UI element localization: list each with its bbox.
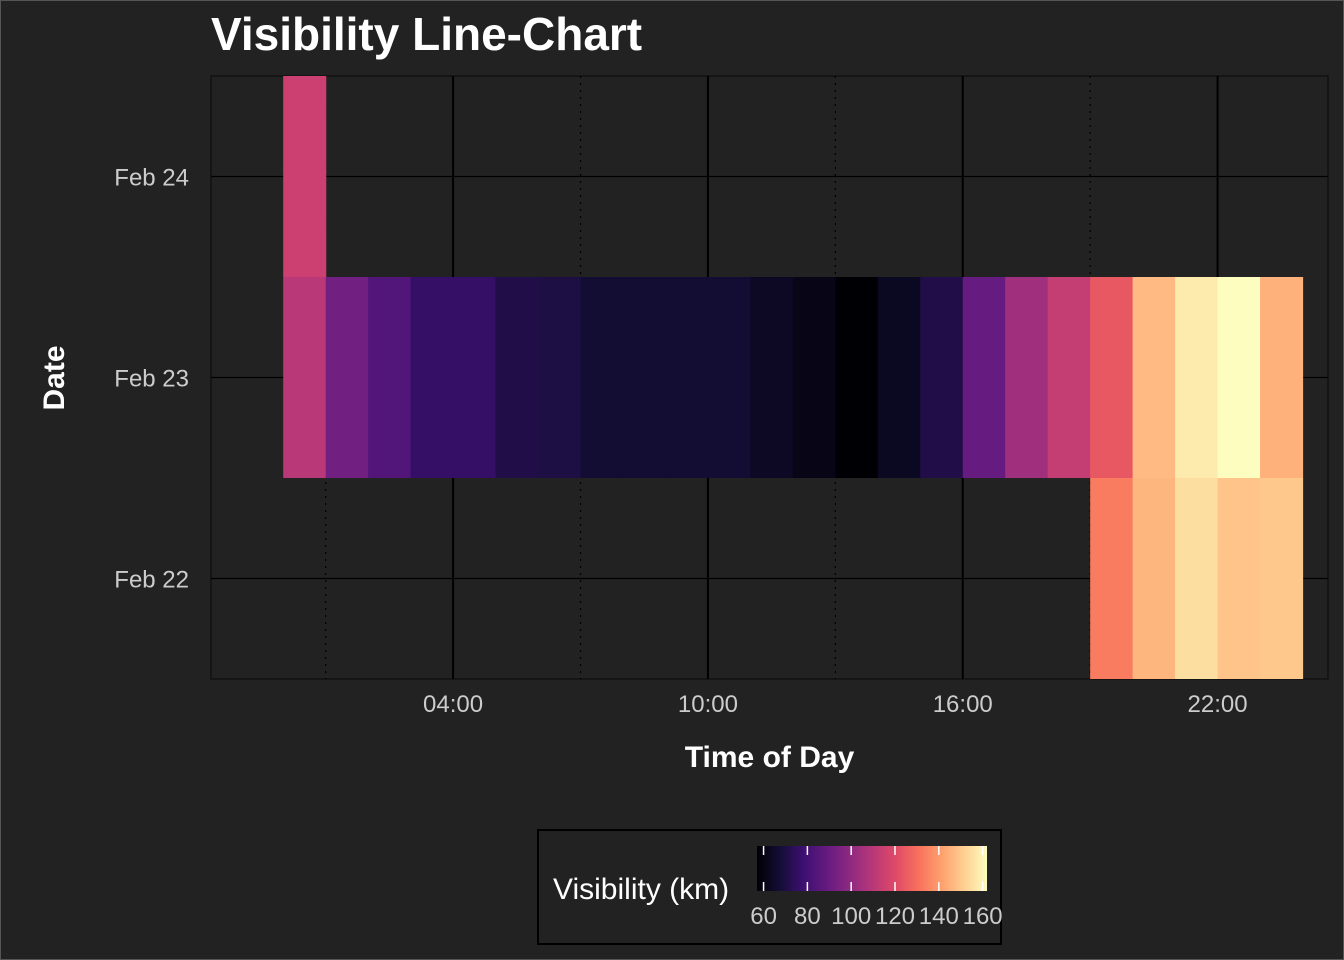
- heatmap-cell: [962, 277, 1006, 478]
- heatmap-cell: [325, 277, 369, 478]
- x-tick-label: 16:00: [933, 691, 993, 718]
- heatmap-cell: [410, 277, 454, 478]
- legend-title: Visibility (km): [553, 873, 729, 906]
- heatmap-cell: [1005, 277, 1049, 478]
- colorbar-ticks: 60 80 100 120 140 160: [750, 846, 1003, 930]
- heatmap-cell: [538, 277, 582, 478]
- heatmap-cell: [1090, 277, 1134, 478]
- heatmap-cell: [1090, 478, 1134, 679]
- heatmap-cell: [1260, 277, 1304, 478]
- heatmap-cell: [1175, 478, 1219, 679]
- colorbar-tick-label: 60: [750, 903, 777, 930]
- colorbar-tick-label: 80: [794, 903, 821, 930]
- chart-title: Visibility Line-Chart: [211, 8, 642, 60]
- heatmap-cell: [750, 277, 794, 478]
- heatmap-cell: [707, 277, 751, 478]
- heatmap-cell: [920, 277, 964, 478]
- x-axis-label: Time of Day: [685, 741, 855, 774]
- plot-panel: [210, 75, 1329, 680]
- heatmap-cell: [1132, 277, 1176, 478]
- heatmap-cell: [877, 277, 921, 478]
- y-axis-label: Date: [38, 345, 71, 410]
- heatmap-cell: [283, 76, 327, 277]
- colorbar-legend: Visibility (km) 60 80 100 120 140 160: [537, 829, 1003, 945]
- colorbar-tick-label: 140: [919, 903, 959, 930]
- x-axis-tick-labels: 04:00 10:00 16:00 22:00: [423, 691, 1248, 718]
- y-tick-label: Feb 22: [114, 567, 189, 594]
- x-tick-label: 10:00: [678, 691, 738, 718]
- heatmap-cell: [1175, 277, 1219, 478]
- heatmap-cell: [1132, 478, 1176, 679]
- heatmap-cell: [580, 277, 624, 478]
- heatmap-cell: [622, 277, 667, 478]
- colorbar-tick-label: 100: [831, 903, 871, 930]
- y-axis-tick-labels: Feb 22 Feb 23 Feb 24: [114, 165, 189, 594]
- heatmap-cells: [283, 76, 1304, 679]
- heatmap-cell: [1047, 277, 1091, 478]
- x-tick-label: 22:00: [1188, 691, 1248, 718]
- heatmap-cell: [283, 277, 327, 478]
- heatmap-cell: [1260, 478, 1304, 679]
- heatmap-cell: [495, 277, 539, 478]
- x-tick-label: 04:00: [423, 691, 483, 718]
- heatmap-cell: [1217, 478, 1261, 679]
- heatmap-cell: [1217, 277, 1261, 478]
- colorbar: [757, 846, 987, 891]
- y-tick-label: Feb 23: [114, 366, 189, 393]
- heatmap-cell: [792, 277, 836, 478]
- heatmap-cell: [835, 277, 879, 478]
- colorbar-tick-label: 120: [875, 903, 915, 930]
- y-tick-label: Feb 24: [114, 165, 189, 192]
- heatmap-cell: [453, 277, 497, 478]
- colorbar-tick-label: 160: [963, 903, 1003, 930]
- heatmap-cell: [368, 277, 412, 478]
- heatmap-cell: [665, 277, 709, 478]
